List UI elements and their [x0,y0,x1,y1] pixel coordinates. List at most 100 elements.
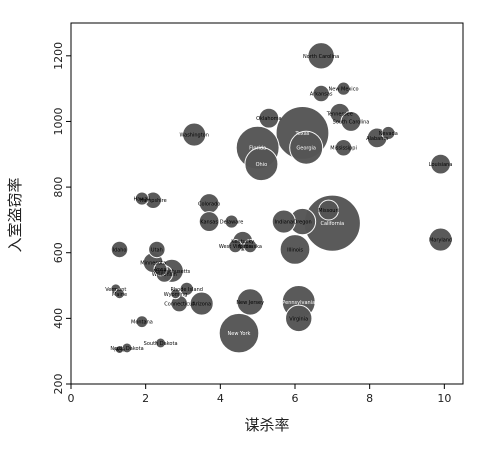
bubble-point [318,199,340,221]
bubble-point [243,239,258,254]
x-axis-title: 谋杀率 [244,416,289,434]
y-tick-label: 200 [52,374,65,395]
bubble-point [224,214,239,229]
bubble-label: Connecticut [164,302,194,308]
bubble-point [189,291,214,316]
bubble-label: Hawaii [134,197,151,203]
bubble-point [153,262,168,277]
bubble-point [110,240,129,259]
bubble-label: Montana [131,320,153,326]
bubble-point [218,312,260,354]
bubble-point [236,288,264,316]
bubble-label: Kentucky [231,239,254,245]
bubble-label: North Carolina [303,54,339,60]
y-tick-label: 1000 [52,107,65,135]
bubble-point [148,240,166,259]
bubble-label: Wyoming [164,292,187,298]
y-axis-title: 入室盗窃率 [6,177,24,252]
bubble-point [279,234,311,265]
bubble-label: Illinois [287,247,303,253]
bubble-point [285,304,313,333]
bubble-label: Missouri [318,208,339,214]
bubble-point [428,227,453,252]
bubble-label: Texas [295,131,310,137]
bubble-label: New Mexico [329,87,359,93]
bubble-label: California [320,221,344,227]
y-tick-label: 600 [52,242,65,263]
x-tick-label: 4 [217,392,224,405]
x-tick-label: 6 [292,392,299,405]
y-tick-label: 400 [52,308,65,329]
bubble-point [289,130,324,165]
bubble-label: Colorado [198,202,220,208]
bubble-point [114,288,125,300]
bubble-label: South Dakota [144,341,178,347]
bubble-point [336,81,351,96]
bubble-label: New York [228,331,251,337]
bubble-label: Utah [151,247,163,253]
bubble-point [312,84,330,103]
bubble-label: Mississippi [330,146,357,152]
y-axis: 200 400 600 800 1000 1200 [52,42,71,395]
bubble-label: New Jersey [236,300,264,306]
bubble-point [258,107,280,129]
bubble-label: Pennsylvania [282,300,315,306]
x-tick-label: 10 [437,392,451,405]
bubble-label: North Dakota [110,346,143,352]
bubble-label: Ohio [256,162,268,168]
bubble-label: Alabama [366,136,388,142]
bubble-point [244,147,279,182]
bubble-point [271,209,296,234]
bubble-label: Oregon [293,220,311,226]
bubble-label: Iowa [155,267,167,273]
bubble-label: South Carolina [333,119,370,125]
bubble-label: Washington [180,133,209,139]
bubble-point [135,315,149,329]
bubble-label: Vermont [105,287,126,293]
bubble-point [115,345,124,355]
bubble-point [198,211,220,232]
bubble-point [179,281,194,296]
bubble-label: Indiana [275,220,294,226]
bubble-point [155,337,167,349]
bubble-label: Nebraska [238,244,262,250]
bubble-point [334,138,353,157]
bubble-point [307,42,335,70]
bubble-label: New [114,348,125,354]
bubble-label: West Virginia [219,244,252,250]
x-tick-label: 8 [366,392,373,405]
y-tick-label: 800 [52,177,65,198]
bubble-point [228,239,243,254]
bubble-label: Delaware [220,220,244,226]
bubble-label: Arkansas [310,92,333,98]
bubble-label: Minnesota [140,261,166,267]
bubble-label: Kansas [200,220,218,226]
bubble-label: Florida [249,146,266,152]
bubble-label: Maine [112,292,127,298]
bubble-label: Hampshire [140,198,167,204]
x-axis: 0 2 4 6 8 10 [68,384,451,405]
bubble-label: Arizona [192,302,211,308]
bubble-label: Rhode Island [171,287,203,293]
bubble-label: Idaho [113,247,127,253]
bubble-point [182,122,207,147]
bubble-label: Virginia [289,316,308,322]
bubble-label: Massachusetts [153,269,190,275]
bubble-point [134,191,150,206]
bubble-point [340,111,362,132]
bubble-point [170,288,181,300]
bubble-label: Wisconsin [152,272,177,278]
x-tick-label: 0 [68,392,75,405]
bubble-label: Tennessee [326,111,353,117]
y-tick-label: 1200 [52,42,65,70]
x-tick-label: 2 [142,392,149,405]
bubble-point [430,153,452,175]
bubble-label: Nevada [379,131,398,137]
bubble-label: Oklahoma [256,116,281,122]
bubble-label: Louisiana [429,162,453,168]
bubble-point [381,125,396,141]
bubble-label: Maryland [429,238,452,244]
